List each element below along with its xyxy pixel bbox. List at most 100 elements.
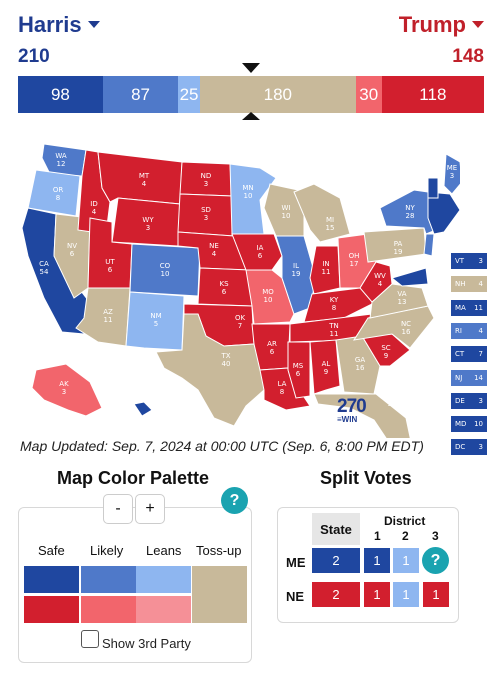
ne-district-1[interactable]: 1 <box>364 582 390 607</box>
state-al[interactable] <box>309 339 341 395</box>
show-3rd-party-checkbox[interactable] <box>81 630 99 648</box>
state-ev: 11 <box>321 268 331 276</box>
increase-button[interactable]: + <box>135 494 165 524</box>
state-tx[interactable] <box>155 313 267 427</box>
me-state-votes[interactable]: 2 <box>312 548 360 573</box>
state-ev: 6 <box>69 250 75 258</box>
small-state-ev: 4 <box>478 280 483 289</box>
ev-bar-segment: 87 <box>102 76 179 113</box>
state-abbr: WI <box>281 204 291 212</box>
small-state-ev: 14 <box>474 373 483 382</box>
small-state-nh[interactable]: NH 4 <box>451 276 487 293</box>
state-abbr: KY <box>329 296 339 304</box>
small-state-ct[interactable]: CT 7 <box>451 346 487 363</box>
palette-swatch-lean-r[interactable] <box>136 596 191 623</box>
state-abbr: IA <box>256 244 264 252</box>
decrease-button[interactable]: - <box>103 494 133 524</box>
small-state-abbr: MA <box>455 303 466 312</box>
state-il[interactable] <box>275 235 317 315</box>
state-abbr: MO <box>262 288 274 296</box>
left-candidate-dropdown[interactable]: Harris <box>18 12 100 38</box>
state-label-mi: MI 15 <box>326 216 335 232</box>
state-abbr: AZ <box>103 308 113 316</box>
state-label-az: AZ 11 <box>103 308 113 324</box>
state-hi[interactable] <box>133 401 153 417</box>
state-fl[interactable] <box>313 393 414 438</box>
small-state-abbr: VT <box>455 257 465 265</box>
ne-district-3[interactable]: 1 <box>423 582 449 607</box>
small-state-dc[interactable]: DC 3 <box>451 439 487 456</box>
small-state-nj[interactable]: NJ 14 <box>451 369 487 386</box>
state-ev: 4 <box>141 180 147 188</box>
state-ev: 3 <box>145 224 151 232</box>
me-district-1[interactable]: 1 <box>364 548 390 573</box>
state-abbr: LA <box>277 380 287 388</box>
state-ak[interactable] <box>31 363 103 417</box>
me-district-2[interactable]: 1 <box>393 548 419 573</box>
state-ev: 11 <box>329 330 339 338</box>
right-candidate-dropdown[interactable]: Trump <box>399 12 484 38</box>
small-state-ev: 11 <box>474 303 483 312</box>
small-state-de[interactable]: DE 3 <box>451 392 487 409</box>
palette-swatch-safe-d[interactable] <box>24 566 79 593</box>
small-state-ev: 3 <box>478 257 483 265</box>
state-mi[interactable] <box>293 183 351 243</box>
palette-swatch-safe-r[interactable] <box>24 596 79 623</box>
state-abbr: IN <box>322 260 330 268</box>
state-abbr: NM <box>150 312 162 320</box>
state-wv[interactable] <box>359 261 393 303</box>
state-ia[interactable] <box>231 233 283 271</box>
ne-district-2[interactable]: 1 <box>393 582 419 607</box>
us-map <box>21 143 460 438</box>
270-marker-bottom-icon <box>242 112 260 120</box>
state-ev: 3 <box>449 172 455 180</box>
small-state-ev: 3 <box>478 396 483 405</box>
state-ev: 28 <box>405 212 415 220</box>
state-mo[interactable] <box>245 269 295 325</box>
ev-bar-segment: 30 <box>355 76 382 113</box>
ev-bar-segment: 25 <box>178 76 200 113</box>
state-ev: 19 <box>393 248 403 256</box>
split-votes-panel <box>277 507 459 623</box>
state-abbr: MS <box>292 362 304 370</box>
me-district-3-help-icon[interactable]: ? <box>422 547 449 574</box>
palette-swatch-likely-d[interactable] <box>81 566 136 593</box>
palette-swatch-likely-r[interactable] <box>81 596 136 623</box>
state-new[interactable] <box>427 191 460 235</box>
palette-label-tossup: Toss-up <box>196 543 242 558</box>
chevron-down-icon <box>472 20 484 28</box>
state-nj[interactable] <box>423 233 435 257</box>
state-ny[interactable] <box>379 189 437 235</box>
state-me[interactable] <box>443 153 460 195</box>
state-ky[interactable] <box>303 287 377 323</box>
small-state-ri[interactable]: RI 4 <box>451 322 487 339</box>
state-ev: 19 <box>291 270 301 278</box>
state-abbr: NY <box>405 204 415 212</box>
state-abbr: TN <box>329 322 339 330</box>
palette-swatch-lean-d[interactable] <box>136 566 191 593</box>
state-ms[interactable] <box>287 341 311 399</box>
state-nm[interactable] <box>125 291 185 351</box>
state-ev: 54 <box>39 268 49 276</box>
state-label-oh: OH 17 <box>349 252 360 268</box>
270towin-logo: 270 ≡WIN <box>337 396 367 424</box>
state-label-tx: TX 40 <box>221 352 230 368</box>
ne-state-votes[interactable]: 2 <box>312 582 360 607</box>
district-header: District <box>384 514 426 528</box>
state-ev: 40 <box>221 360 231 368</box>
small-state-abbr: CT <box>455 350 465 359</box>
palette-swatch-tossup[interactable] <box>192 566 247 623</box>
state-md[interactable] <box>390 267 429 287</box>
small-state-ma[interactable]: MA 11 <box>451 299 487 316</box>
state-label-ga: GA 16 <box>355 356 365 372</box>
split-row-me-label: ME <box>286 555 306 570</box>
state-vt[interactable] <box>427 177 439 199</box>
state-abbr: ME <box>446 164 458 172</box>
small-state-md[interactable]: MD 10 <box>451 416 487 433</box>
ev-bar-segment: 180 <box>199 76 356 113</box>
palette-help-icon[interactable]: ? <box>221 487 248 514</box>
state-in[interactable] <box>309 245 341 295</box>
small-state-vt[interactable]: VT 3 <box>451 253 487 269</box>
state-label-or: OR 8 <box>53 186 63 202</box>
state-ev: 6 <box>269 348 275 356</box>
